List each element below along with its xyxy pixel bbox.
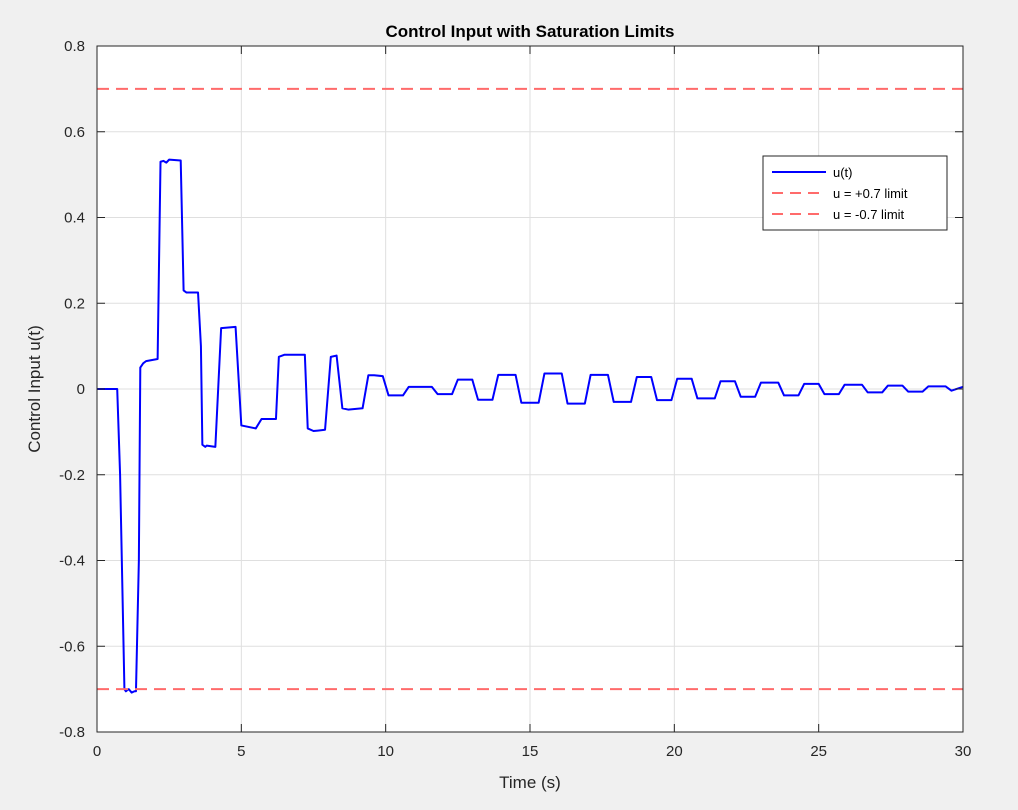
legend-entry-u: u(t) [833, 165, 853, 180]
x-tick-label: 25 [810, 743, 827, 760]
x-axis-label: Time (s) [499, 773, 561, 792]
series-line-u [97, 158, 964, 694]
x-tick-label: 10 [377, 743, 394, 760]
y-tick-labels: -0.8 -0.6 -0.4 -0.2 0 0.2 0.4 0.6 0.8 [59, 38, 85, 741]
y-tick-label: 0.4 [64, 210, 85, 227]
y-tick-label: -0.4 [59, 553, 85, 570]
x-tick-labels: 0 5 10 15 20 25 30 [93, 743, 972, 760]
y-tick-label: -0.8 [59, 724, 85, 741]
y-tick-label: 0.8 [64, 38, 85, 55]
x-tick-label: 5 [237, 743, 245, 760]
y-tick-label: -0.6 [59, 638, 85, 655]
x-tick-label: 30 [955, 743, 972, 760]
x-tick-label: 15 [522, 743, 539, 760]
y-tick-label: 0.6 [64, 124, 85, 141]
y-tick-label: 0.2 [64, 295, 85, 312]
legend-entry-upper-limit: u = +0.7 limit [833, 186, 908, 201]
legend-entry-lower-limit: u = -0.7 limit [833, 207, 905, 222]
y-tick-label: 0 [77, 381, 85, 398]
legend: u(t) u = +0.7 limit u = -0.7 limit [762, 155, 948, 231]
y-axis-label: Control Input u(t) [25, 325, 44, 453]
x-tick-label: 20 [666, 743, 683, 760]
x-tick-label: 0 [93, 743, 101, 760]
y-tick-label: -0.2 [59, 467, 85, 484]
series-layer [97, 87, 964, 694]
chart-title: Control Input with Saturation Limits [386, 22, 675, 41]
tick-marks [96, 45, 964, 733]
